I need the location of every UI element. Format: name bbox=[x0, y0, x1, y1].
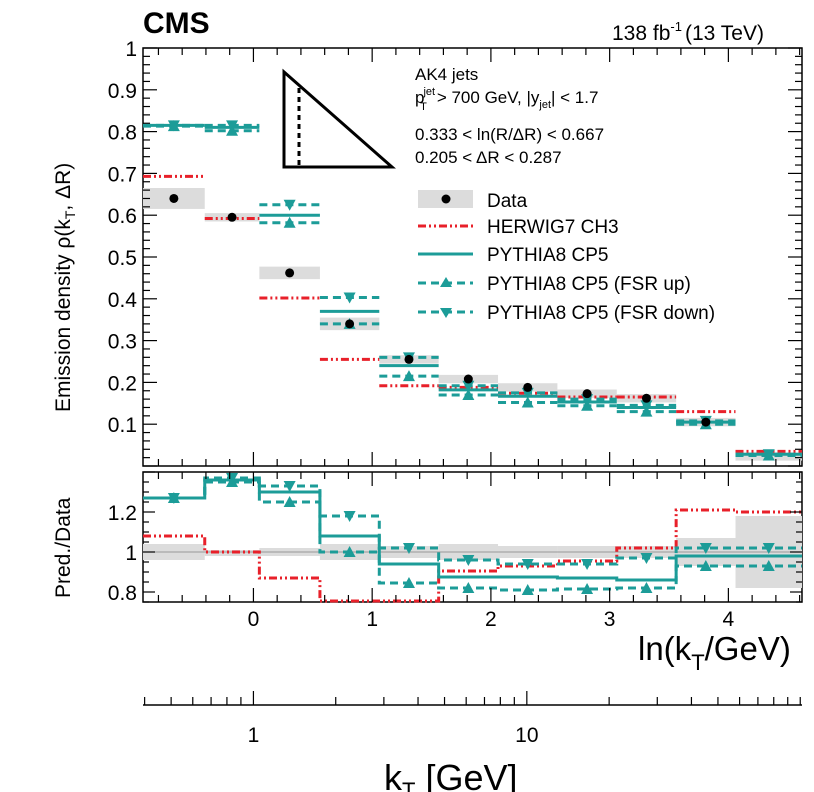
cms-label: CMS bbox=[143, 7, 210, 40]
x-tick-label: 4 bbox=[723, 608, 735, 631]
fsrup-marker-4 bbox=[402, 370, 415, 382]
fsrup-ratio-marker-7 bbox=[581, 583, 594, 594]
y-tick-label: 0.3 bbox=[108, 331, 137, 354]
fsrdown-marker-2 bbox=[283, 199, 296, 211]
main-axis-ticks: 0.1 0.2 0.3 0.4 0.5 0.6 0.7 0.8 0.9 1 bbox=[108, 38, 802, 467]
legend-entry-fsrup: PYTHIA8 CP5 (FSR up) bbox=[418, 274, 691, 295]
fsrup-ratio-marker-6 bbox=[521, 584, 534, 595]
fsrdown-marker-3 bbox=[343, 292, 356, 304]
data-point-8 bbox=[641, 393, 651, 403]
fsrup-ratio-marker-8 bbox=[640, 582, 653, 593]
y-tick-label: 1 bbox=[125, 38, 137, 61]
fsrdown-marker-8 bbox=[640, 400, 653, 412]
y-axis-label-ratio: Pred./Data bbox=[52, 497, 75, 598]
y-tick-label: 0.9 bbox=[108, 80, 137, 103]
ratio-y-tick-label: 1 bbox=[125, 542, 137, 565]
y-tick-label: 0.1 bbox=[108, 414, 137, 437]
legend-fsrdown-triangle-down-icon bbox=[440, 308, 452, 318]
fsrdown-ratio-marker-5 bbox=[462, 555, 475, 566]
legend-label-pythia: PYTHIA8 CP5 bbox=[487, 245, 608, 266]
x-axis-label-ln-kt: ln(kT/GeV) bbox=[638, 630, 791, 675]
fsrup-ratio-marker-10 bbox=[762, 560, 775, 571]
fsrdown-ratio-marker-2 bbox=[283, 481, 296, 492]
fsrup-ratio-marker-4 bbox=[402, 577, 415, 588]
fsrdown-ratio-marker-7 bbox=[581, 559, 594, 570]
legend-label-fsrup: PYTHIA8 CP5 (FSR up) bbox=[487, 274, 691, 295]
herwig-ratio-line bbox=[143, 508, 802, 603]
fsrup-ratio-marker-5 bbox=[462, 582, 475, 593]
fsrup-ratio-marker-3 bbox=[343, 546, 356, 557]
fsrdown-marker-10 bbox=[762, 449, 775, 461]
data-point-9 bbox=[701, 417, 711, 427]
x-tick-label: 2 bbox=[485, 608, 497, 631]
main-plot-frame bbox=[142, 47, 803, 467]
data-point-4 bbox=[404, 354, 414, 364]
fsrdown-ratio-marker-1 bbox=[226, 473, 239, 484]
x-tick-label: 0 bbox=[248, 608, 260, 631]
fsrup-ratio-marker-2 bbox=[283, 496, 296, 507]
legend: Data HERWIG7 CH3 PYTHIA8 CP5 PYTHIA8 CP5… bbox=[418, 190, 715, 324]
fsrup-ratio-marker-9 bbox=[699, 560, 712, 571]
ratio-y-tick-label: 0.8 bbox=[108, 582, 137, 605]
fsrup-marker-6 bbox=[521, 396, 534, 408]
main-series-layer bbox=[143, 120, 802, 461]
legend-entry-herwig: HERWIG7 CH3 bbox=[418, 217, 619, 238]
fsrdown-ratio-marker-8 bbox=[640, 553, 653, 564]
kt-axis-ticks: 1 10 bbox=[144, 691, 801, 747]
lnr-range-annotation: 0.333 < ln(R/ΔR) < 0.667 bbox=[415, 125, 604, 144]
legend-fsrup-triangle-up-icon bbox=[440, 277, 452, 287]
ratio-y-tick-label: 1.2 bbox=[108, 502, 137, 525]
kt-axis-label: kT [GeV] bbox=[384, 757, 518, 792]
fsrdown-ratio-marker-4 bbox=[402, 543, 415, 554]
y-tick-label: 0.6 bbox=[108, 205, 137, 228]
legend-entry-data: Data bbox=[418, 190, 528, 212]
y-tick-label: 0.8 bbox=[108, 122, 137, 145]
fsrdown-marker-1 bbox=[226, 120, 239, 132]
fsrdown-ratio-marker-9 bbox=[699, 543, 712, 554]
legend-label-data: Data bbox=[487, 191, 528, 212]
y-tick-label: 0.7 bbox=[108, 163, 137, 186]
fsrdown-marker-5 bbox=[462, 380, 475, 392]
data-point-3 bbox=[345, 319, 355, 329]
dr-range-annotation: 0.205 < ΔR < 0.287 bbox=[415, 148, 562, 167]
legend-data-marker-icon bbox=[441, 194, 451, 204]
pt-cut-annotation: pjet T > 700 GeV, |yjet| < 1.7 bbox=[415, 86, 598, 113]
fsrup-marker-7 bbox=[581, 399, 594, 411]
fsrdown-marker-0 bbox=[167, 120, 180, 132]
data-point-7 bbox=[582, 389, 592, 399]
ratio-axis-ticks: 0.8 1 1.2 0 1 2 3 4 bbox=[108, 471, 802, 631]
x-tick-label: 3 bbox=[604, 608, 616, 631]
data-point-0 bbox=[169, 193, 179, 203]
y-tick-label: 0.5 bbox=[108, 247, 137, 270]
data-point-5 bbox=[463, 374, 473, 384]
ratio-plot-frame bbox=[142, 471, 803, 603]
y-axis-label-main: Emission density ρ(kT, ΔR) bbox=[52, 163, 78, 412]
data-point-2 bbox=[285, 268, 295, 278]
legend-entry-pythia: PYTHIA8 CP5 bbox=[418, 245, 608, 266]
data-point-6 bbox=[523, 382, 533, 392]
legend-label-herwig: HERWIG7 CH3 bbox=[487, 217, 619, 238]
kt-tick-label: 1 bbox=[248, 724, 260, 747]
triangle-diagram-icon bbox=[282, 68, 396, 169]
fsrdown-ratio-marker-0 bbox=[167, 493, 180, 504]
y-tick-label: 0.2 bbox=[108, 372, 137, 395]
ratio-series-layer bbox=[143, 473, 802, 603]
fsrup-marker-5 bbox=[462, 388, 475, 400]
fsrdown-ratio-line bbox=[143, 476, 802, 566]
fsrdown-ratio-marker-10 bbox=[762, 543, 775, 554]
fsrdown-ratio-marker-3 bbox=[343, 511, 356, 522]
legend-label-fsrdown: PYTHIA8 CP5 (FSR down) bbox=[487, 303, 715, 324]
y-tick-label: 0.4 bbox=[108, 289, 138, 312]
x-tick-label: 1 bbox=[366, 608, 378, 631]
fsrup-ratio-line bbox=[143, 480, 802, 592]
fsrdown-ratio-marker-6 bbox=[521, 559, 534, 570]
legend-entry-fsrdown: PYTHIA8 CP5 (FSR down) bbox=[418, 303, 715, 324]
lumi-label: 138 fb-1 (13 TeV) bbox=[612, 19, 764, 45]
jets-annotation: AK4 jets bbox=[415, 65, 478, 84]
kt-tick-label: 10 bbox=[515, 724, 538, 747]
data-point-1 bbox=[227, 212, 237, 222]
fsrup-marker-2 bbox=[283, 216, 296, 228]
